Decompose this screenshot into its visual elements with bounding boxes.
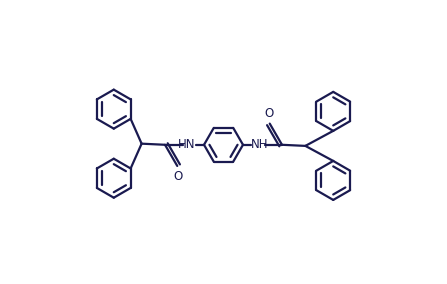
Text: O: O bbox=[265, 107, 274, 120]
Text: O: O bbox=[173, 170, 182, 183]
Text: NH: NH bbox=[251, 138, 269, 151]
Text: HN: HN bbox=[178, 138, 196, 151]
